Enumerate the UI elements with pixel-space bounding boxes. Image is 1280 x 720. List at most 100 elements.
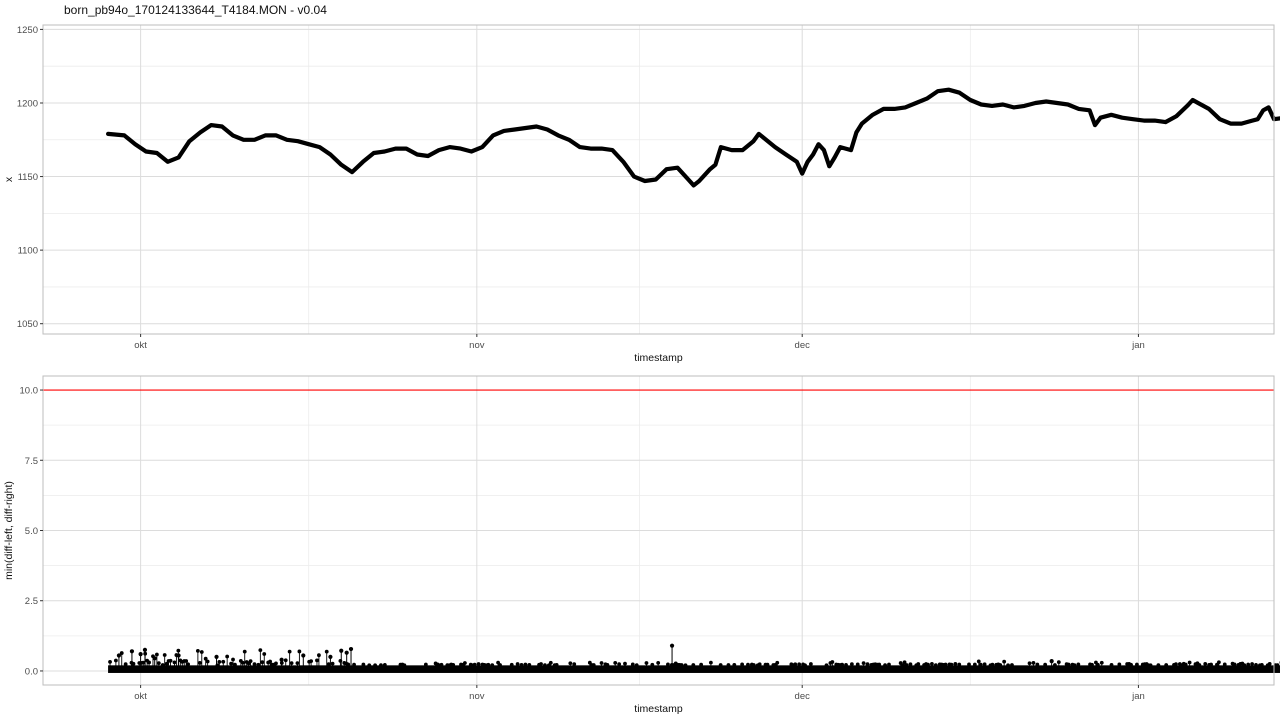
diff-point: [718, 663, 723, 667]
diff-outlier-point: [116, 653, 122, 658]
y-tick-label: 0.0: [25, 666, 38, 677]
diff-point: [1129, 662, 1133, 667]
diff-point: [162, 653, 167, 657]
diff-point: [315, 658, 319, 663]
x-series-line: [106, 87, 1280, 188]
diff-point: [199, 650, 204, 654]
diff-point: [486, 662, 491, 667]
y-tick-label: 1200: [17, 98, 38, 109]
diff-point: [498, 663, 502, 667]
diff-point: [195, 649, 200, 653]
diff-point: [591, 663, 596, 667]
diff-point: [824, 663, 829, 668]
y-tick-label: 1050: [17, 319, 38, 330]
diff-point: [147, 660, 151, 665]
diff-point: [225, 654, 230, 659]
diff-point: [916, 662, 921, 666]
x-tick-label: dec: [795, 340, 811, 351]
diff-outlier-point: [176, 653, 181, 658]
diff-point: [1099, 660, 1104, 665]
diff-point: [751, 663, 756, 667]
diff-point: [402, 663, 407, 668]
diff-point: [926, 662, 930, 667]
diff-point: [861, 661, 866, 666]
diff-point: [509, 662, 514, 667]
y-tick-label: 1150: [18, 172, 38, 183]
diff-point: [326, 662, 331, 667]
diff-point: [1259, 662, 1264, 667]
diff-point: [599, 661, 604, 665]
diff-outlier-point: [348, 646, 354, 652]
diff-outlier-point: [328, 654, 333, 660]
diff-point: [1066, 662, 1071, 667]
diff-point: [830, 660, 835, 664]
x-tick-label: dec: [795, 691, 811, 702]
top-panel-border: [42, 24, 1275, 335]
diff-point: [131, 661, 136, 666]
diff-point: [1027, 661, 1032, 666]
diff-point: [543, 663, 547, 668]
diff-point: [908, 662, 913, 667]
diff-point: [113, 658, 118, 663]
diff-point: [982, 662, 987, 667]
diff-point: [976, 659, 981, 664]
diff-point: [1117, 662, 1122, 667]
diff-point: [262, 652, 267, 656]
diff-point: [605, 663, 610, 667]
diff-point: [523, 662, 528, 667]
diff-point: [1095, 662, 1100, 667]
diff-point: [258, 648, 263, 653]
diff-outlier-point: [142, 647, 148, 652]
diff-point: [548, 660, 553, 665]
diff-point: [732, 663, 737, 667]
diff-outlier-point: [214, 654, 219, 660]
diff-point: [793, 662, 798, 667]
diff-point: [978, 662, 983, 667]
diff-point: [1006, 663, 1010, 668]
diff-point: [883, 663, 887, 668]
diff-point: [1209, 662, 1213, 667]
diff-point: [346, 662, 351, 667]
diff-point: [1250, 662, 1254, 666]
diff-point: [953, 662, 958, 666]
y-tick-label: 7.5: [25, 456, 38, 467]
diff-point: [1242, 663, 1247, 667]
y-tick-label: 1100: [18, 246, 38, 257]
diff-point: [242, 649, 247, 654]
diff-point: [933, 663, 938, 668]
diff-point: [877, 662, 882, 667]
diff-point: [904, 663, 909, 667]
bottom-panel-grid: [43, 376, 1274, 685]
diff-point: [1056, 660, 1061, 665]
diff-outlier-point: [1049, 659, 1054, 664]
diff-point: [252, 662, 257, 667]
diff-point: [1109, 662, 1114, 667]
diff-point: [379, 663, 383, 668]
bottom-panel-x-axis-label: timestamp: [634, 703, 683, 715]
diff-point: [164, 661, 169, 666]
diff-point: [229, 661, 233, 666]
diff-point: [644, 661, 649, 665]
diff-point: [472, 662, 477, 667]
diff-point: [1217, 660, 1221, 665]
diff-point: [630, 662, 635, 667]
diff-point: [726, 663, 731, 667]
diff-point: [423, 662, 428, 667]
diff-point: [233, 662, 237, 667]
y-tick-label: 5.0: [25, 526, 38, 537]
bottom-panel: 0.02.55.07.510.0 okt nov dec jan timestamp …: [3, 375, 1280, 715]
diff-point: [297, 649, 302, 654]
diff-point: [1267, 662, 1272, 666]
diff-point: [617, 662, 622, 667]
diff-point: [656, 661, 661, 665]
diff-point: [274, 661, 278, 666]
diff-point: [256, 662, 261, 667]
diff-point: [515, 662, 520, 666]
diff-point: [1203, 662, 1208, 666]
x-tick-label: nov: [469, 340, 485, 351]
diff-point: [1156, 663, 1161, 668]
diff-point: [330, 661, 335, 666]
diff-point: [324, 649, 329, 654]
diff-point: [855, 662, 860, 667]
diff-point: [527, 663, 532, 667]
